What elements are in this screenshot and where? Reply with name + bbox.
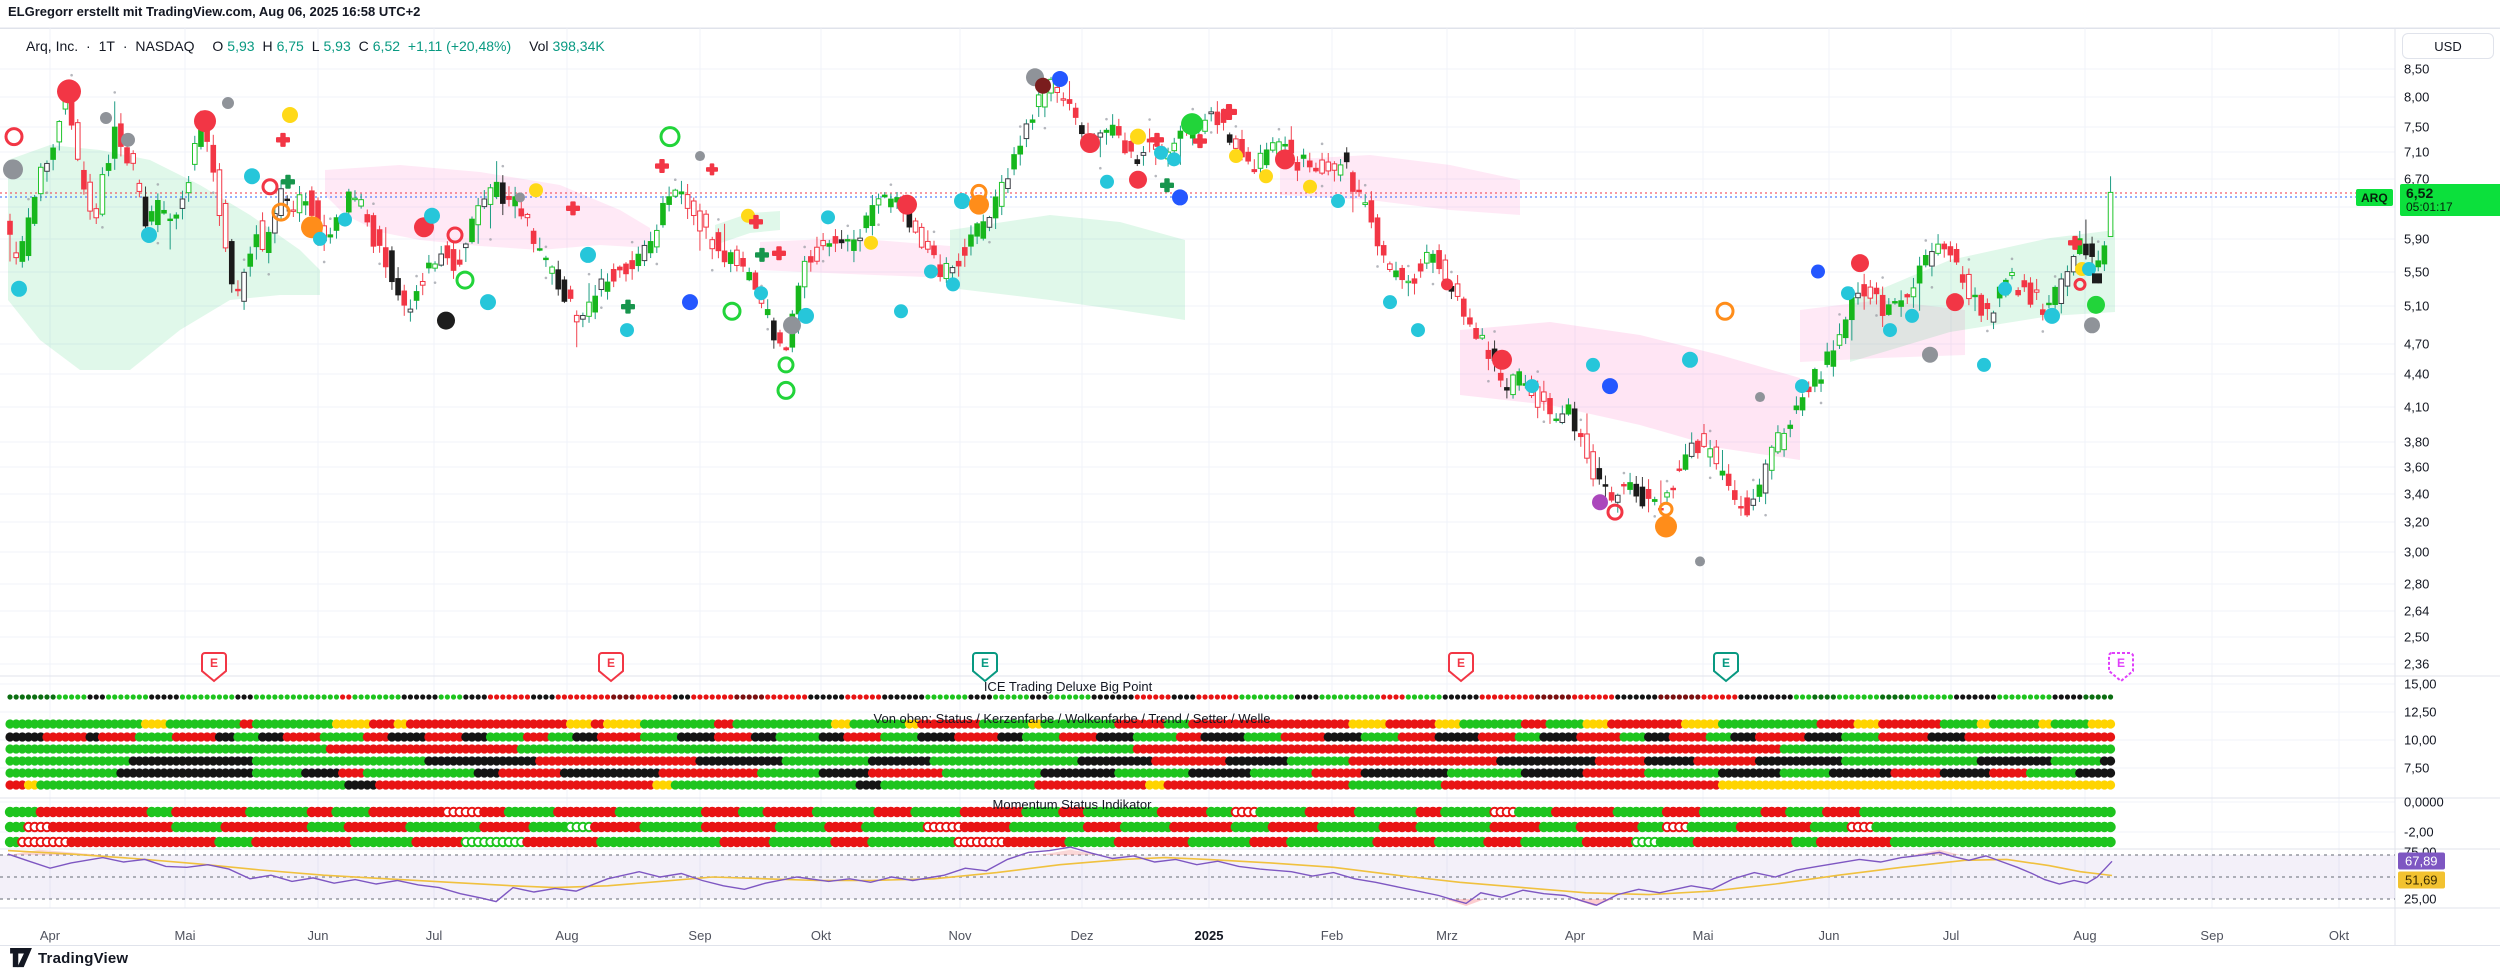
legend-separator-2: · (122, 38, 128, 54)
price-tick: 3,40 (2404, 486, 2430, 502)
symbol-name[interactable]: Arq, Inc. (26, 38, 79, 54)
svg-text:E: E (1457, 656, 1465, 670)
legend-separator-1: · (86, 38, 91, 54)
month-label: Apr (1564, 928, 1586, 943)
price-tick: 8,00 (2404, 89, 2430, 105)
change-value: +1,11 (+20,48%) (407, 38, 512, 54)
svg-text:E: E (981, 656, 989, 670)
month-label: Nov (948, 928, 972, 943)
last-price-value: 6,52 (2406, 185, 2434, 201)
volume-label: Vol (529, 38, 549, 54)
last-price-badge: 6,52 05:01:17 (2400, 184, 2500, 216)
high-value: 6,75 (276, 38, 304, 54)
exchange-label: NASDAQ (135, 38, 195, 54)
month-label: Mrz (1436, 928, 1458, 943)
month-label: Aug (555, 928, 579, 943)
month-label: Mai (174, 928, 196, 943)
price-tick: 3,60 (2404, 459, 2430, 475)
symbol-price-label: ARQ (2356, 189, 2393, 206)
interval-label[interactable]: 1T (98, 38, 115, 54)
month-label: Okt (810, 928, 832, 943)
month-label: Apr (39, 928, 61, 943)
price-tick: 7,10 (2404, 144, 2430, 160)
price-tick: 3,20 (2404, 514, 2430, 530)
month-label: Mai (1692, 928, 1714, 943)
time-axis-border (0, 945, 2500, 946)
month-label: Dez (1070, 928, 1094, 943)
close-value: 6,52 (372, 38, 401, 54)
price-tick: 2,50 (2404, 629, 2430, 645)
month-label: Sep (2200, 928, 2224, 943)
price-tick: 2,80 (2404, 576, 2430, 592)
pane2-tick: 15,00 (2404, 676, 2437, 692)
low-value: 5,93 (323, 38, 351, 54)
svg-text:E: E (2117, 656, 2125, 670)
month-label: Jul (425, 928, 443, 943)
rsi-value-badge: 51,69 (2398, 871, 2445, 889)
tradingview-logo-icon (10, 948, 32, 968)
month-label: Sep (688, 928, 712, 943)
price-tick: 5,10 (2404, 298, 2430, 314)
price-tick: 8,50 (2404, 61, 2430, 77)
price-tick: 4,40 (2404, 366, 2430, 382)
rsi-value-badge: 67,89 (2398, 852, 2445, 870)
month-label: Jun (307, 928, 329, 943)
pane2-tick: 12,50 (2404, 704, 2437, 720)
close-label: C (358, 38, 369, 54)
price-tick: 5,90 (2404, 231, 2430, 247)
high-label: H (262, 38, 273, 54)
svg-text:E: E (1722, 656, 1730, 670)
open-label: O (212, 38, 224, 54)
price-tick: 6,70 (2404, 171, 2430, 187)
price-tick: 4,10 (2404, 399, 2430, 415)
credit-line: ELGregorr erstellt mit TradingView.com, … (8, 4, 421, 19)
price-tick: 5,50 (2404, 264, 2430, 280)
month-label: 2025 (1194, 928, 1224, 943)
symbol-legend: Arq, Inc. · 1T · NASDAQ O 5,93 H 6,75 L 5,9… (26, 38, 609, 54)
pane2-tick: 10,00 (2404, 732, 2437, 748)
bar-countdown: 05:01:17 (2406, 200, 2453, 215)
pane2-subtitle: Von oben: Status / Kerzenfarbe / Wolkenf… (873, 711, 1271, 726)
brand-name: TradingView (38, 949, 129, 967)
price-tick: 4,70 (2404, 336, 2430, 352)
month-label: Okt (2328, 928, 2350, 943)
tradingview-logo[interactable]: TradingView (10, 948, 128, 968)
price-tick: 3,80 (2404, 434, 2430, 450)
currency-toggle-button[interactable]: USD (2402, 33, 2494, 59)
svg-text:E: E (607, 656, 615, 670)
month-label: Feb (1320, 928, 1344, 943)
price-tick: 2,36 (2404, 656, 2430, 672)
price-tick: 3,00 (2404, 544, 2430, 560)
month-label: Jun (1818, 928, 1840, 943)
pane3-title: Momentum Status Indikator (992, 797, 1152, 812)
pane3-tick: -2,00 (2404, 824, 2434, 840)
low-label: L (311, 38, 320, 54)
month-label: Jul (1942, 928, 1960, 943)
month-label: Aug (2073, 928, 2097, 943)
pane2-title: ICE Trading Deluxe Big Point (983, 679, 1153, 694)
pane3-tick: 0,0000 (2404, 794, 2444, 810)
price-tick: 7,50 (2404, 119, 2430, 135)
pane2-tick: 7,50 (2404, 760, 2430, 776)
open-value: 5,93 (227, 38, 255, 54)
svg-text:E: E (210, 656, 218, 670)
rsi-tick: 25,00 (2404, 891, 2437, 907)
price-tick: 2,64 (2404, 603, 2430, 619)
volume-value: 398,34K (552, 38, 605, 54)
